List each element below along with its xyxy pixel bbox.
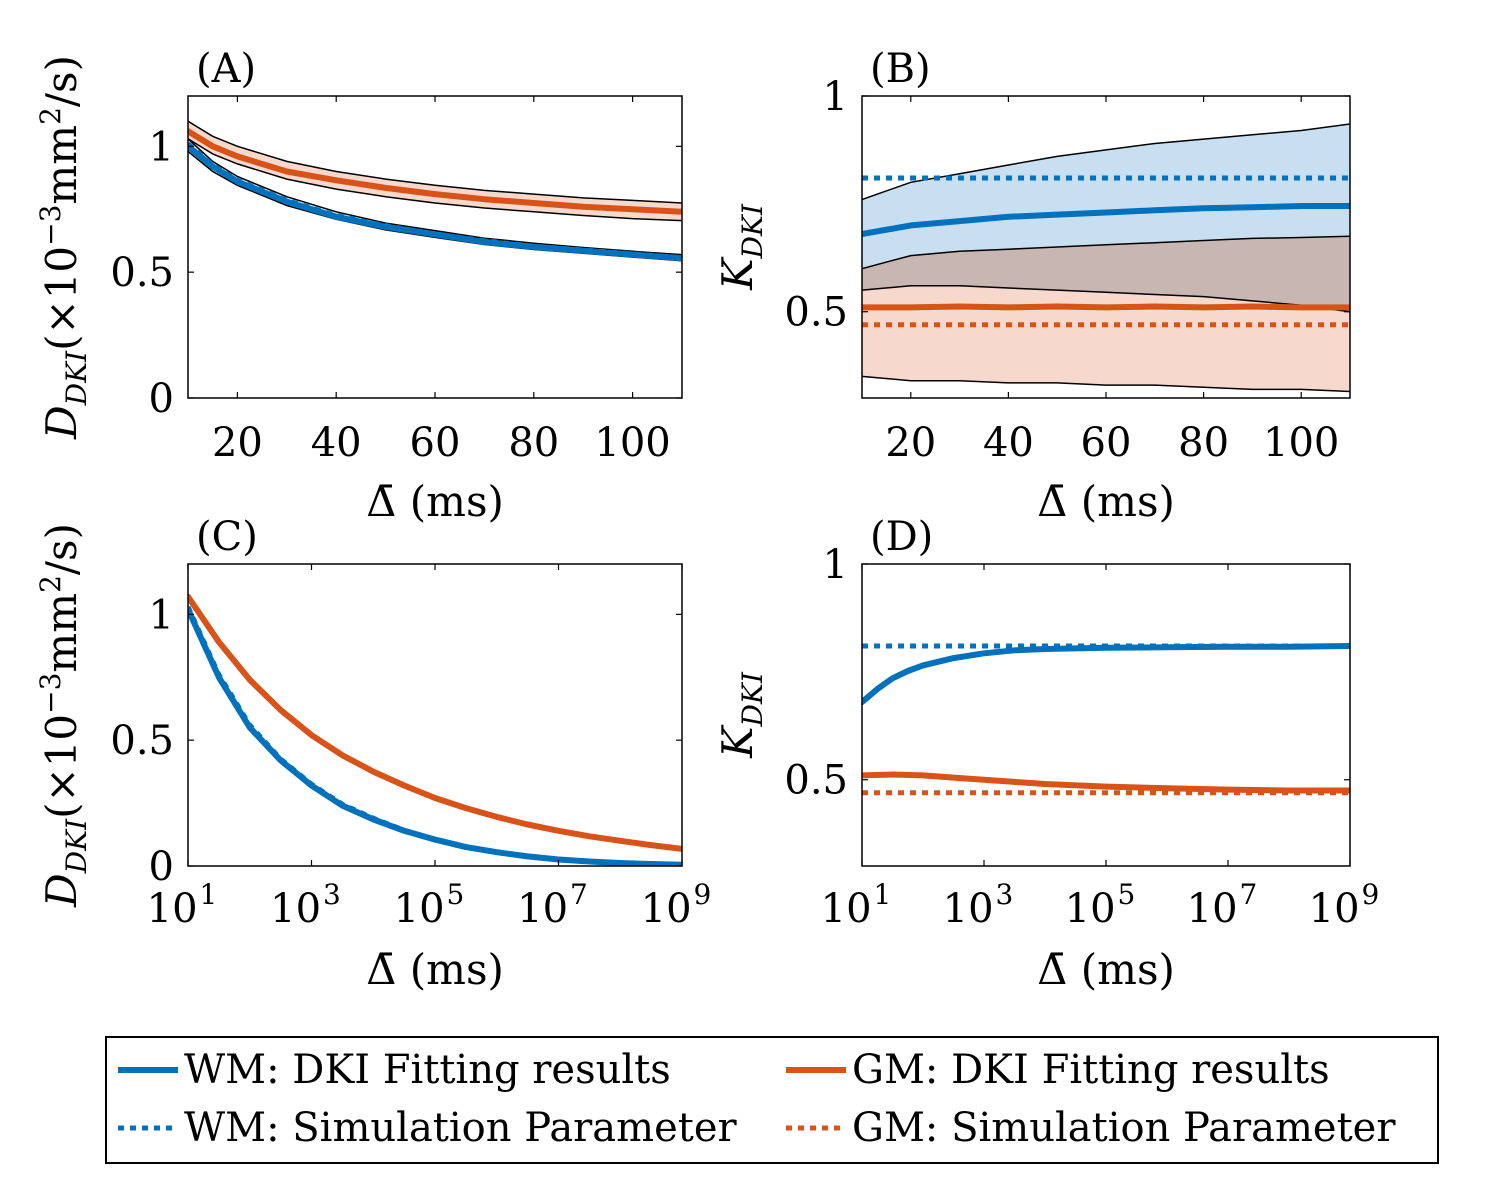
panel-label: (C)	[196, 514, 258, 560]
legend-box	[105, 1036, 1439, 1164]
legend: WM: DKI Fitting results GM: DKI Fitting r…	[105, 1036, 1439, 1164]
x-tick-label: 103	[270, 878, 341, 932]
x-tick-label: 109	[1309, 878, 1380, 932]
plot-area	[862, 643, 1350, 796]
plot-area	[862, 123, 1350, 393]
gm-confidence-band	[862, 285, 1350, 392]
wm-simulation-parameter-line	[188, 605, 682, 866]
y-axis-label: DDKI(×10−3mm2/s)	[34, 55, 93, 440]
y-tick-label: 1	[823, 74, 848, 120]
y-tick-label: 1	[823, 542, 848, 588]
y-tick-label: 1	[149, 124, 174, 170]
gm-simulation-parameter-line	[188, 129, 682, 215]
legend-item: GM: DKI Fitting results	[786, 1047, 1330, 1093]
x-tick-label: 105	[394, 878, 465, 932]
legend-label: WM: DKI Fitting results	[184, 1047, 671, 1093]
y-tick-label: 0.5	[784, 758, 848, 804]
panel-label: (B)	[870, 46, 931, 92]
gm-fit-line	[188, 593, 682, 852]
wm-fit-line	[188, 606, 682, 866]
legend-item: WM: DKI Fitting results	[118, 1047, 671, 1093]
gm-fit-line	[862, 303, 1350, 311]
y-tick-label: 0.5	[784, 290, 848, 336]
panel-a: 20 40 60 80 100 0 0.5 1 (A) Δ̄ (ms) DDKI(×10−3mm2/…	[34, 46, 683, 526]
band-overlap	[862, 236, 1350, 312]
gm-fit-line	[862, 771, 1350, 794]
y-tick-label: 0.5	[110, 718, 174, 764]
gm-simulation-parameter-line	[188, 595, 682, 852]
x-tick-label: 60	[410, 420, 461, 466]
x-tick-label: 40	[311, 420, 362, 466]
x-tick-label: 60	[1081, 420, 1132, 466]
panel-label: (D)	[870, 514, 933, 560]
y-tick-label: 1	[149, 592, 174, 638]
x-tick-label: 103	[943, 878, 1014, 932]
x-tick-label: 105	[1065, 878, 1136, 932]
y-axis-label: KDKI	[713, 203, 769, 291]
gm-band-upper-edge	[862, 285, 1350, 313]
x-tick-label: 101	[821, 878, 892, 932]
gm-band-lower-edge	[862, 375, 1350, 393]
wm-band-lower-edge	[862, 235, 1350, 270]
wm-band-upper-edge	[862, 123, 1350, 201]
y-tick-label: 0.5	[110, 250, 174, 296]
legend-item: WM: Simulation Parameter	[118, 1105, 737, 1151]
x-axis-label: Δ̄ (ms)	[366, 945, 504, 994]
legend-item: GM: Simulation Parameter	[786, 1105, 1396, 1151]
panel-b: 20 40 60 80 100 0.5 1 (B) Δ̄ (ms) KDKI	[713, 46, 1351, 526]
x-tick-label: 100	[1263, 420, 1339, 466]
x-axis-label: Δ̄ (ms)	[366, 477, 504, 526]
x-axis-label: Δ̄ (ms)	[1037, 477, 1175, 526]
x-axis-label: Δ̄ (ms)	[1037, 945, 1175, 994]
x-tick-label: 80	[508, 420, 559, 466]
plot-area	[188, 120, 682, 262]
x-tick-label: 109	[641, 878, 712, 932]
y-axis-label: KDKI	[713, 671, 769, 759]
gm-band-upper-edge	[188, 120, 682, 204]
axes-frame	[187, 563, 683, 867]
gm-band-lower-edge	[188, 138, 682, 222]
x-tick-label: 107	[517, 878, 588, 932]
legend-label: WM: Simulation Parameter	[184, 1105, 737, 1151]
axes-frame	[861, 563, 1351, 867]
x-tick-label: 20	[885, 420, 936, 466]
x-tick-label: 107	[1187, 878, 1258, 932]
legend-label: GM: Simulation Parameter	[852, 1105, 1396, 1151]
x-tick-label: 100	[594, 420, 670, 466]
x-tick-label: 20	[212, 420, 263, 466]
y-axis-label: DDKI(×10−3mm2/s)	[34, 523, 93, 908]
wm-simulation-parameter-line	[188, 141, 682, 261]
panel-c: 101 103 105 107 109 0 0.5 1 (C) Δ̄ (ms) DDKI(×10−3…	[34, 514, 711, 994]
x-tick-label: 101	[147, 878, 218, 932]
panel-d: 101 103 105 107 109 0.5 1 (D) Δ̄ (ms) KDKI	[713, 514, 1379, 994]
y-tick-label: 0	[149, 844, 174, 890]
wm-fit-line	[862, 203, 1350, 238]
legend-label: GM: DKI Fitting results	[852, 1047, 1330, 1093]
x-tick-label: 80	[1178, 420, 1229, 466]
wm-confidence-band	[862, 124, 1350, 269]
axes-frame	[187, 95, 683, 399]
y-tick-label: 0	[149, 376, 174, 422]
x-tick-label: 40	[983, 420, 1034, 466]
plot-area	[188, 593, 682, 866]
panel-label: (A)	[196, 46, 256, 92]
wm-fit-line	[862, 643, 1350, 706]
